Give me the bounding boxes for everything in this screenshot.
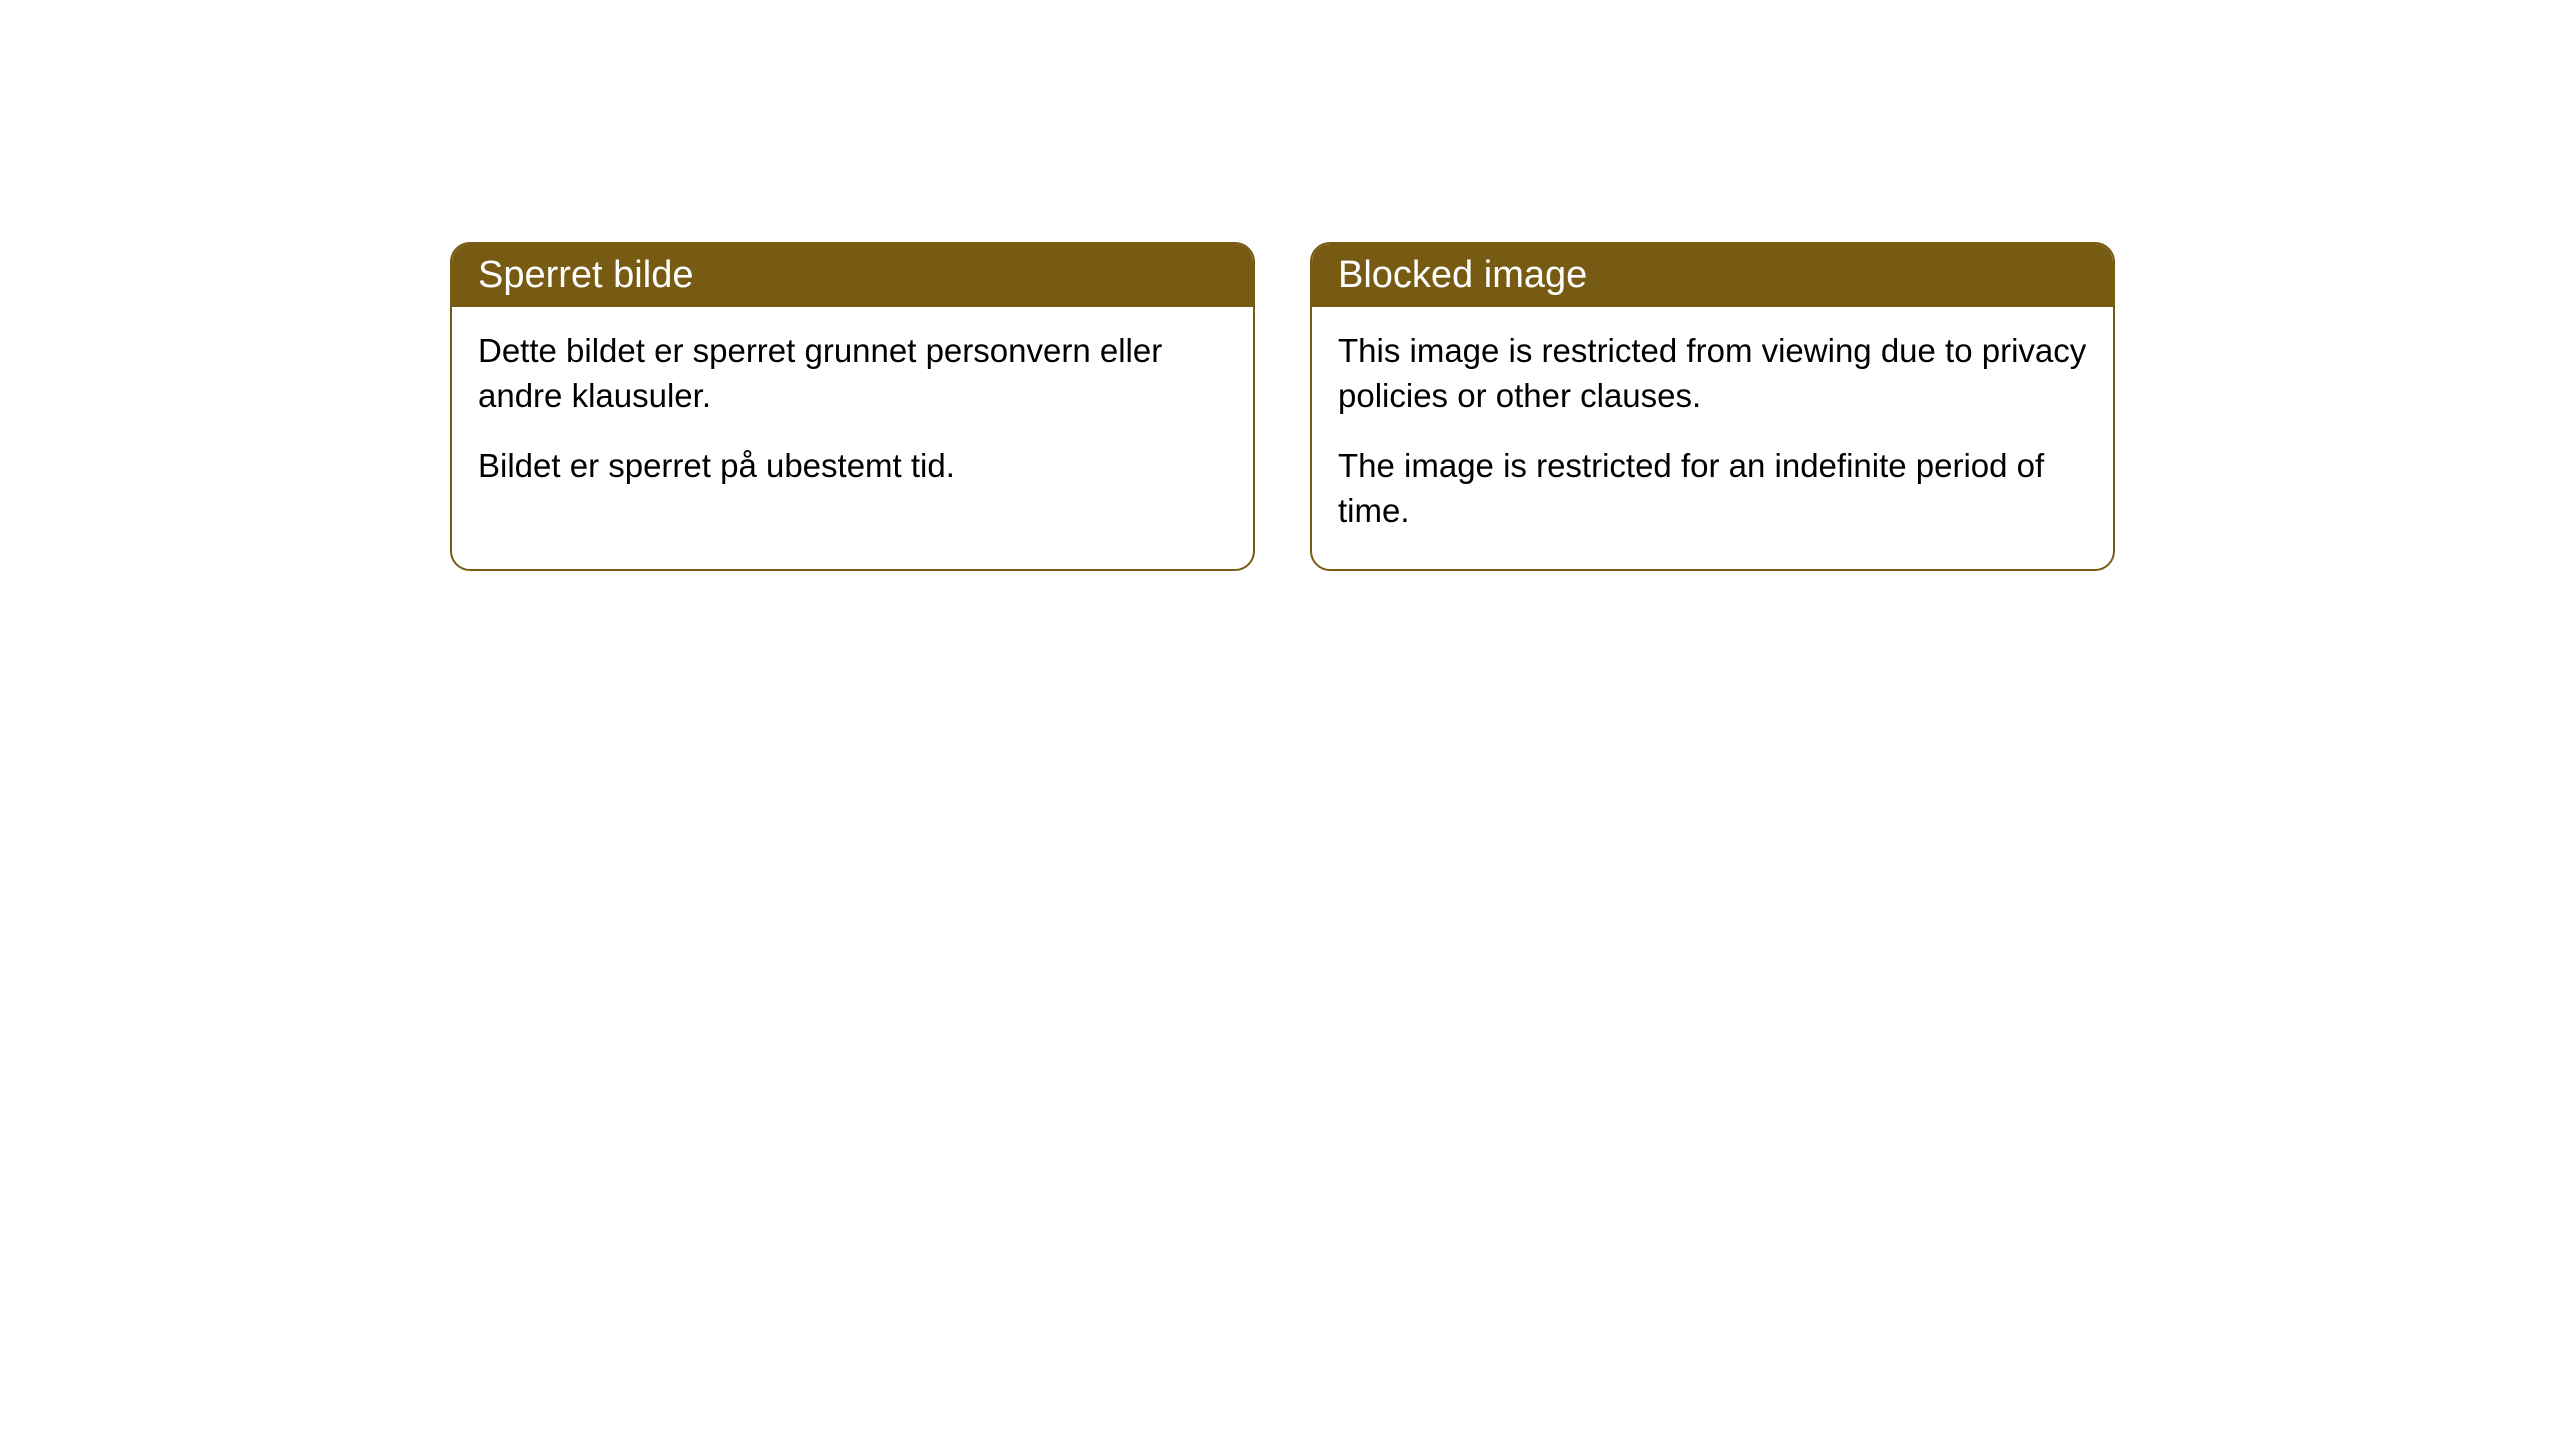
- notice-cards-container: Sperret bilde Dette bildet er sperret gr…: [450, 242, 2115, 571]
- card-paragraph: The image is restricted for an indefinit…: [1338, 444, 2087, 533]
- card-paragraph: Bildet er sperret på ubestemt tid.: [478, 444, 1227, 489]
- card-paragraph: This image is restricted from viewing du…: [1338, 329, 2087, 418]
- card-header: Sperret bilde: [452, 244, 1253, 307]
- notice-card-english: Blocked image This image is restricted f…: [1310, 242, 2115, 571]
- card-body: This image is restricted from viewing du…: [1312, 307, 2113, 569]
- card-header: Blocked image: [1312, 244, 2113, 307]
- card-body: Dette bildet er sperret grunnet personve…: [452, 307, 1253, 525]
- notice-card-norwegian: Sperret bilde Dette bildet er sperret gr…: [450, 242, 1255, 571]
- card-paragraph: Dette bildet er sperret grunnet personve…: [478, 329, 1227, 418]
